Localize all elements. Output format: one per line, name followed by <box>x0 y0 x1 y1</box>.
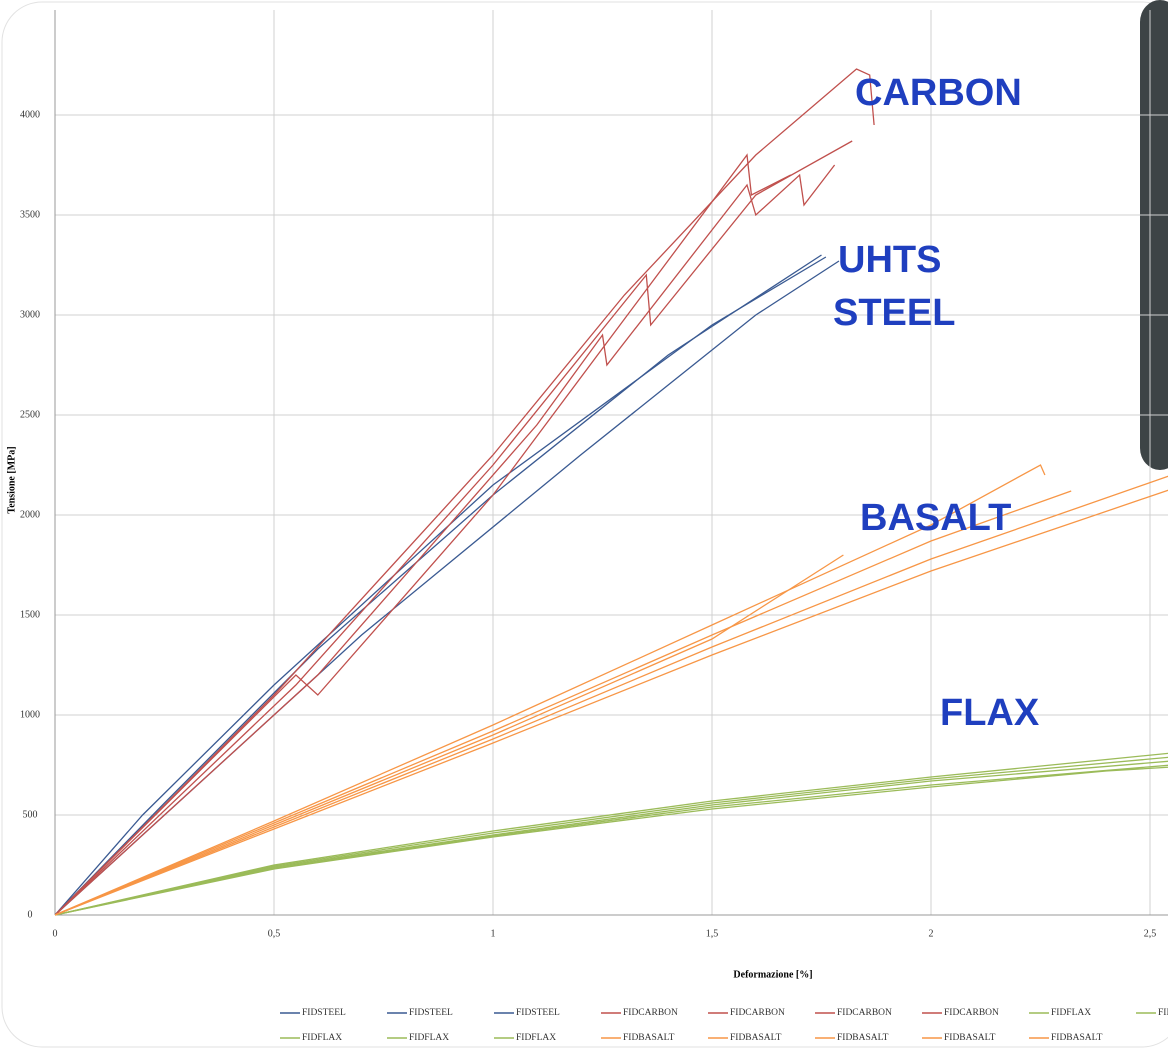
legend-label: FIDBASALT <box>837 1033 889 1043</box>
legend-label: FIDSTEEL <box>302 1008 346 1018</box>
legend-label: FIDCARBON <box>730 1008 785 1018</box>
annotation: STEEL <box>833 292 955 334</box>
y-tick-label: 0 <box>28 909 33 920</box>
legend-label: FIDBASALT <box>1051 1033 1103 1043</box>
x-tick-label: 2 <box>929 928 934 939</box>
legend-label: FIDCARBON <box>623 1008 678 1018</box>
legend-label: FIDFLAX <box>516 1033 556 1043</box>
x-tick-label: 0 <box>53 928 58 939</box>
x-axis-title: Deformazione [%] <box>733 969 812 980</box>
y-tick-label: 500 <box>23 809 38 820</box>
legend-label: FIDSTEEL <box>516 1008 560 1018</box>
y-tick-label: 1500 <box>20 609 40 620</box>
x-tick-label: 0,5 <box>268 928 281 939</box>
legend-label: FIDBASALT <box>623 1033 675 1043</box>
y-tick-label: 3500 <box>20 209 40 220</box>
annotation: BASALT <box>860 497 1011 539</box>
page: {"chart_data": {"type": "line", "y_label… <box>0 0 1168 1053</box>
y-tick-label: 3000 <box>20 309 40 320</box>
annotation: CARBON <box>855 72 1022 114</box>
y-tick-label: 4000 <box>20 109 40 120</box>
legend-label: FIDCARBON <box>837 1008 892 1018</box>
annotation: FLAX <box>940 692 1040 734</box>
legend-label: FIDSTEEL <box>409 1008 453 1018</box>
y-tick-label: 2500 <box>20 409 40 420</box>
legend-label: FIDFLAX <box>302 1033 342 1043</box>
y-tick-label: 1000 <box>20 709 40 720</box>
x-tick-label: 1 <box>491 928 496 939</box>
chart: 0 500 1000 1500 2000 2500 3000 3500 4000 0 0,5 1 1,5… <box>0 0 1168 1053</box>
legend-label: FIDBASALT <box>944 1033 996 1043</box>
legend-label: FIDFLAX <box>1051 1008 1091 1018</box>
photo <box>1140 0 1168 470</box>
x-tick-label: 1,5 <box>706 928 719 939</box>
y-tick-label: 2000 <box>20 509 40 520</box>
y-axis-title: Tensione [MPa] <box>6 446 17 513</box>
legend-label: FIDFLAX <box>409 1033 449 1043</box>
x-tick-label: 2,5 <box>1144 928 1157 939</box>
annotation: UHTS <box>838 239 941 281</box>
legend-label: FIDFLAX <box>1158 1008 1168 1018</box>
legend-label: FIDBASALT <box>730 1033 782 1043</box>
legend-label: FIDCARBON <box>944 1008 999 1018</box>
